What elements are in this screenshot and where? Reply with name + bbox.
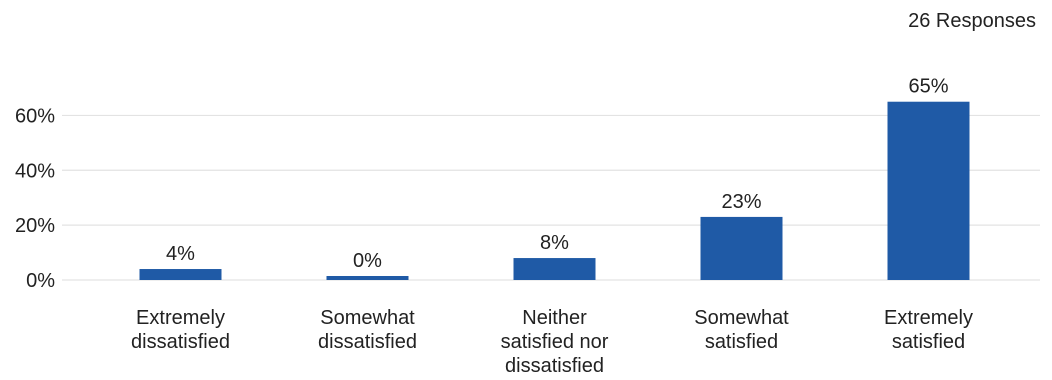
y-tick-label: 40% <box>15 160 55 182</box>
x-category-label: satisfied <box>892 331 965 353</box>
bar-value-label: 23% <box>721 191 761 213</box>
x-category-label: Extremely <box>884 307 973 329</box>
bar-value-label: 8% <box>540 232 569 254</box>
bar <box>139 269 222 280</box>
bar <box>513 258 596 280</box>
x-category-label: dissatisfied <box>505 355 604 377</box>
bar <box>700 216 783 280</box>
y-tick-label: 60% <box>15 105 55 127</box>
x-category-label: Neither <box>522 307 587 329</box>
response-count: 26 Responses <box>908 10 1036 32</box>
bar <box>887 101 970 280</box>
y-tick-label: 20% <box>15 215 55 237</box>
x-category-label: Extremely <box>136 307 225 329</box>
x-category-label: satisfied <box>705 331 778 353</box>
bar-value-label: 65% <box>908 76 948 98</box>
y-tick-label: 0% <box>26 270 55 292</box>
bar-value-label: 4% <box>166 243 195 265</box>
bar-value-label: 0% <box>353 250 382 272</box>
x-category-label: satisfied nor <box>501 331 609 353</box>
x-category-label: Somewhat <box>694 307 789 329</box>
x-category-label: dissatisfied <box>318 331 417 353</box>
bar <box>326 276 409 280</box>
x-category-label: Somewhat <box>320 307 415 329</box>
x-category-label: dissatisfied <box>131 331 230 353</box>
